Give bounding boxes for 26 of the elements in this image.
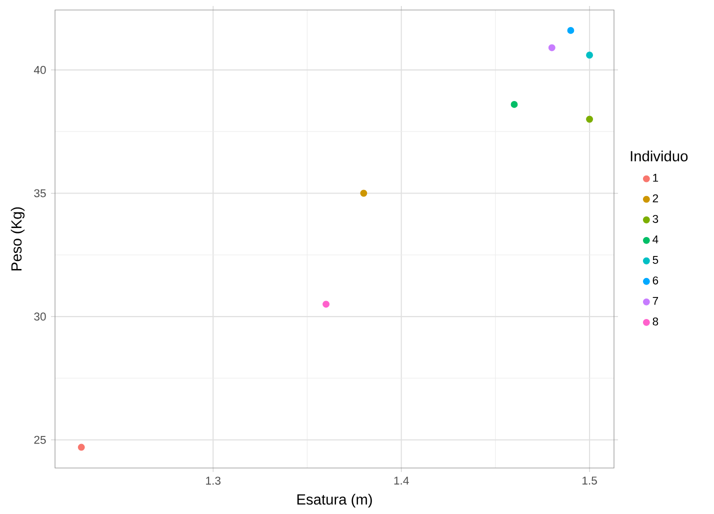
legend-label: 3 [652, 214, 658, 223]
x-tick-label: 1.4 [394, 476, 409, 484]
point [586, 52, 594, 59]
legend-label: 6 [652, 276, 658, 284]
point [322, 300, 330, 308]
legend-label: 1 [653, 174, 658, 182]
legend-label: 4 [652, 236, 658, 244]
legend-title: Individuo [630, 150, 688, 162]
point [567, 27, 574, 34]
y-axis-title: Peso (Kg) [10, 207, 25, 270]
legend-label: 7 [652, 297, 658, 305]
x-axis-title: Esatura (m) [297, 494, 372, 508]
x-tick-label: 1.3 [206, 476, 220, 485]
y-tick-label: 30 [34, 312, 46, 321]
point [510, 100, 518, 108]
y-tick-label: 35 [34, 189, 46, 198]
legend-label: 2 [652, 194, 658, 202]
y-tick-label: 25 [34, 436, 46, 444]
y-tick-label: 40 [34, 66, 46, 74]
point [586, 116, 594, 123]
legend-label: 5 [652, 256, 658, 264]
point [360, 190, 368, 197]
point [78, 444, 85, 451]
legend-label: 8 [652, 317, 658, 326]
point [548, 44, 556, 52]
x-tick-label: 1.5 [582, 476, 597, 485]
